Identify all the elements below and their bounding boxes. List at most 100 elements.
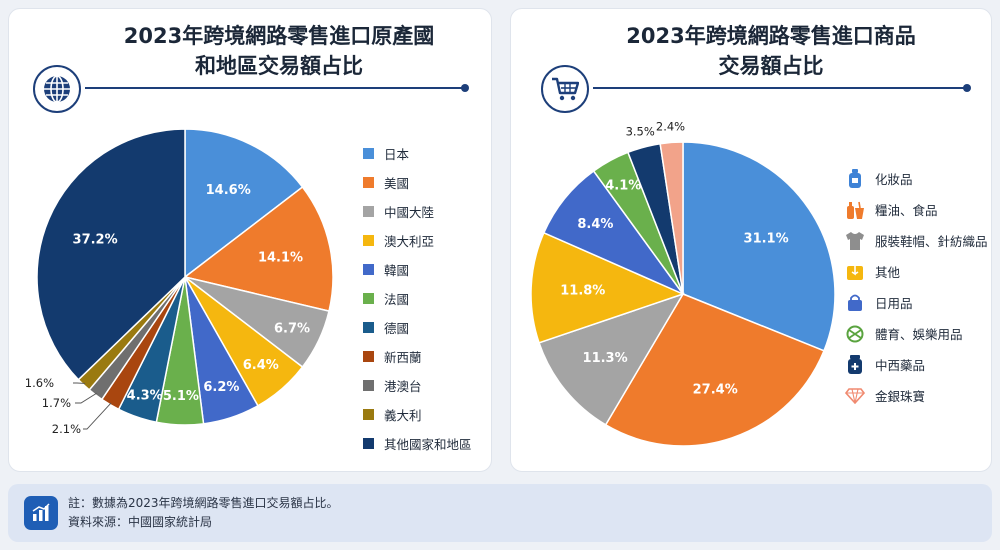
legend-item: 新西蘭 — [363, 342, 472, 371]
legend-label: 新西蘭 — [384, 350, 422, 365]
medicine-icon — [845, 354, 865, 375]
legend-item: 港澳台 — [363, 371, 472, 400]
chart-card-origin: 2023年跨境網路零售進口原產國 和地區交易額占比 14.6% 14.1% 6.7%… — [8, 8, 492, 472]
pie-chart-goods: 31.1% 27.4% 11.3% 11.8% 8.4% 4.1% 3.5% 2.4% — [530, 120, 836, 447]
legend-origin: 日本美國中國大陸澳大利亞韓國法國德國新西蘭港澳台義大利其他國家和地區 — [363, 139, 472, 458]
legend-item: 日本 — [363, 139, 472, 168]
legend-swatch — [363, 380, 374, 391]
pie-slice-1 — [604, 293, 825, 447]
legend-label: 義大利 — [384, 408, 422, 423]
slice-label-5: 5.1% — [163, 389, 199, 404]
slice-label-2: 11.3% — [583, 351, 628, 366]
legend-swatch — [363, 409, 374, 420]
legend-item: 其他 — [845, 256, 988, 287]
pie-slice-0 — [184, 128, 304, 279]
slice-label-0: 14.6% — [206, 183, 251, 198]
pie-slice-1 — [183, 185, 334, 313]
footer-note: 註：數據為2023年跨境網路零售進口交易額占比。 — [68, 496, 339, 510]
slice-label-3: 11.8% — [560, 283, 605, 298]
tshirt-icon — [845, 231, 865, 251]
footer-note-panel: 註：數據為2023年跨境網路零售進口交易額占比。 資料來源：中國國家統計局 — [8, 484, 992, 542]
pie-slice-2 — [538, 292, 685, 426]
legend-label: 其他國家和地區 — [384, 437, 472, 452]
legend-item: 法國 — [363, 284, 472, 313]
slice-label-1: 27.4% — [693, 383, 738, 398]
legend-label: 中西藥品 — [875, 358, 926, 373]
legend-swatch — [363, 264, 374, 275]
legend-swatch — [363, 206, 374, 217]
legend-goods: 化妝品糧油、食品服裝鞋帽、針紡織品其他日用品體育、娛樂用品 中西藥品金銀珠寶 — [845, 163, 988, 411]
legend-label: 體育、娛樂用品 — [875, 327, 963, 342]
pie-slice-10 — [36, 128, 186, 381]
chart-title-goods: 2023年跨境網路零售進口商品 交易額占比 — [571, 21, 971, 81]
legend-item: 服裝鞋帽、針紡織品 — [845, 225, 988, 256]
pie-slice-0 — [682, 141, 836, 352]
legend-item: 澳大利亞 — [363, 226, 472, 255]
box-icon — [845, 262, 865, 282]
shopping-bag-icon — [845, 293, 865, 313]
slice-label-9: 1.6% — [25, 376, 54, 390]
slice-label-10: 37.2% — [73, 233, 118, 248]
footer-text: 註：數據為2023年跨境網路零售進口交易額占比。 資料來源：中國國家統計局 — [68, 494, 339, 532]
slice-label-8: 1.7% — [42, 396, 71, 410]
footer-source: 資料來源：中國國家統計局 — [68, 515, 213, 529]
legend-item: 美國 — [363, 168, 472, 197]
legend-label: 糧油、食品 — [875, 203, 938, 218]
legend-item: 中國大陸 — [363, 197, 472, 226]
leader-line-8 — [75, 392, 97, 404]
legend-item: 中西藥品 — [845, 349, 988, 380]
legend-item: 化妝品 — [845, 163, 988, 194]
cosmetics-bottle-icon — [845, 168, 865, 189]
legend-swatch — [363, 148, 374, 159]
legend-label: 金銀珠寶 — [875, 389, 926, 404]
legend-label: 港澳台 — [384, 379, 422, 394]
food-icon — [845, 200, 865, 220]
legend-item: 韓國 — [363, 255, 472, 284]
legend-item: 金銀珠寶 — [845, 380, 988, 411]
legend-swatch — [363, 322, 374, 333]
legend-label: 日本 — [384, 147, 410, 162]
legend-item: 德國 — [363, 313, 472, 342]
slice-label-3: 6.4% — [243, 358, 279, 373]
slice-label-0: 31.1% — [744, 232, 789, 247]
slice-label-5: 4.1% — [605, 178, 641, 193]
legend-swatch — [363, 293, 374, 304]
legend-item: 糧油、食品 — [845, 194, 988, 225]
ball-icon — [845, 324, 865, 344]
globe-icon — [33, 65, 81, 113]
legend-label: 德國 — [384, 321, 410, 336]
legend-item: 日用品 — [845, 287, 988, 318]
chart-title-line-2: 交易額占比 — [718, 54, 824, 78]
slice-label-7: 2.4% — [656, 120, 685, 134]
slice-label-6: 3.5% — [626, 125, 655, 139]
legend-label: 中國大陸 — [384, 205, 435, 220]
legend-label: 化妝品 — [875, 172, 913, 187]
legend-swatch — [363, 177, 374, 188]
legend-label: 法國 — [384, 292, 410, 307]
title-divider — [85, 84, 469, 92]
slice-label-2: 6.7% — [274, 321, 310, 336]
bar-chart-icon — [24, 496, 58, 530]
legend-swatch — [363, 235, 374, 246]
chart-title-line-2: 和地區交易額占比 — [195, 54, 363, 78]
slice-label-7: 2.1% — [52, 422, 81, 436]
legend-label: 美國 — [384, 176, 410, 191]
slice-label-4: 8.4% — [577, 217, 613, 232]
chart-card-goods: 2023年跨境網路零售進口商品 交易額占比 31.1% 27.4% 11.3% 11.… — [510, 8, 992, 472]
legend-label: 韓國 — [384, 263, 410, 278]
pie-slice-3 — [530, 231, 686, 344]
chart-title-origin: 2023年跨境網路零售進口原產國 和地區交易額占比 — [79, 21, 479, 81]
pie-chart-origin: 14.6% 14.1% 6.7% 6.4% 6.2% 5.1%4.3% 2.1% 1.7% 1.… — [25, 128, 334, 436]
legend-item: 其他國家和地區 — [363, 429, 472, 458]
legend-item: 義大利 — [363, 400, 472, 429]
chart-title-line-1: 2023年跨境網路零售進口原產國 — [123, 24, 435, 48]
slice-label-4: 6.2% — [203, 380, 239, 395]
slice-label-1: 14.1% — [258, 250, 303, 265]
legend-label: 日用品 — [875, 296, 913, 311]
legend-item: 體育、娛樂用品 — [845, 318, 988, 349]
legend-label: 其他 — [875, 265, 901, 280]
legend-swatch — [363, 351, 374, 362]
legend-swatch — [363, 438, 374, 449]
diamond-icon — [845, 386, 865, 406]
title-divider — [593, 84, 971, 92]
